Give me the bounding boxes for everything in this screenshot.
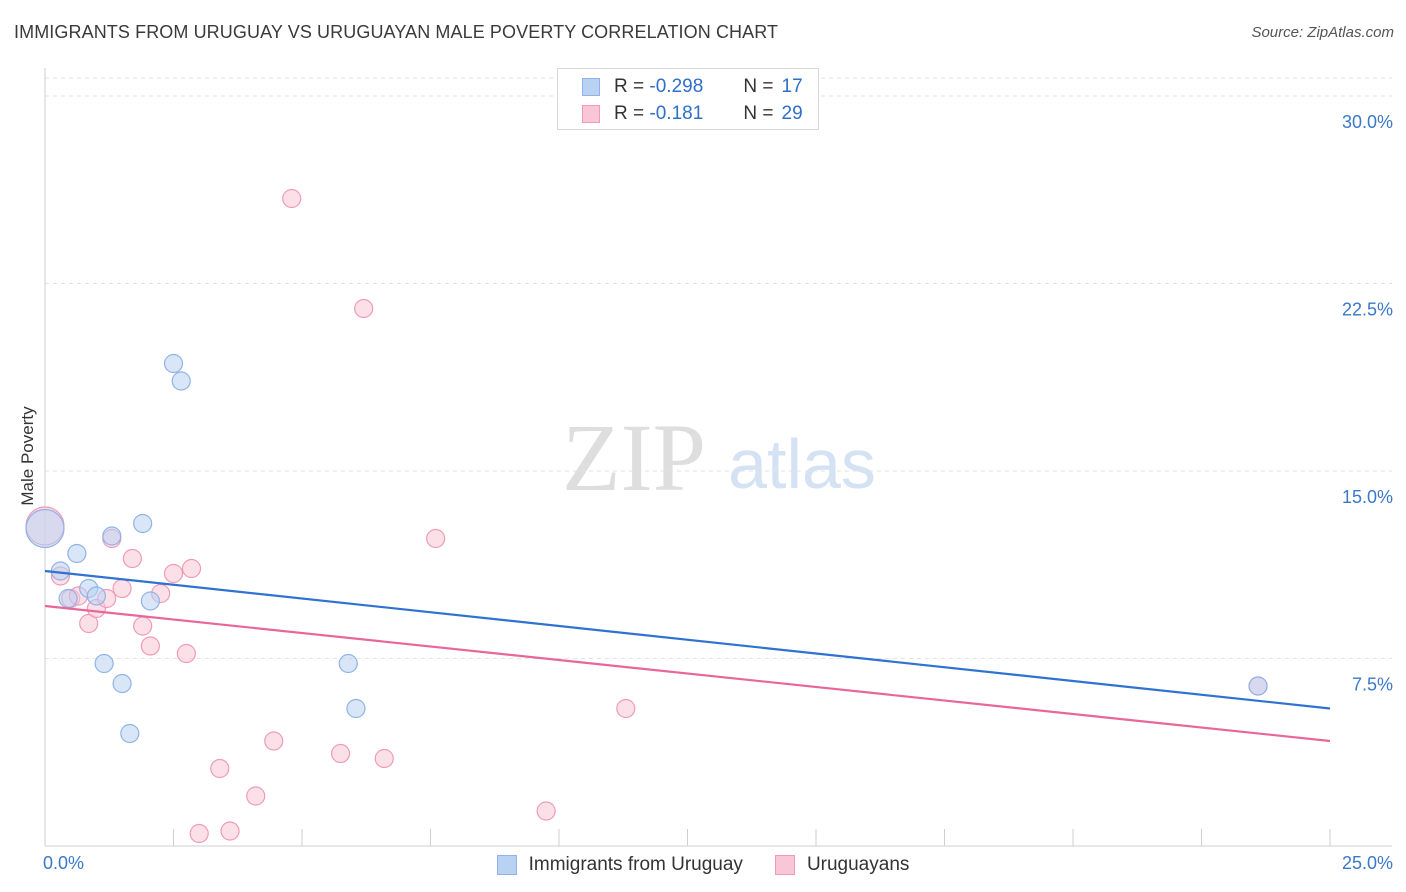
- point-uruguayans: [282, 188, 302, 209]
- trend-line-uruguayans: [44, 604, 1331, 743]
- legend-r-label: R =: [614, 103, 645, 124]
- data-points: [25, 188, 1268, 844]
- series-swatch-pink: [774, 855, 795, 875]
- trend-line-uruguay: [44, 569, 1331, 710]
- point-uruguayans: [220, 821, 240, 841]
- point-uruguay: [171, 371, 191, 391]
- legend-r-value: -0.181: [649, 103, 704, 124]
- point-uruguayans: [616, 698, 636, 719]
- point-uruguay: [163, 353, 184, 374]
- point-uruguayans: [210, 758, 230, 779]
- series-label: Immigrants from Uruguay: [528, 854, 743, 875]
- x-tick-label: 0.0%: [43, 853, 84, 873]
- point-uruguayans: [426, 528, 446, 549]
- point-uruguay: [112, 673, 132, 694]
- legend-n-label: N =: [743, 76, 774, 97]
- tick-labels: 7.5% 15.0% 22.5% 30.0% 0.0% 25.0%: [43, 112, 1393, 873]
- point-uruguayans: [176, 643, 196, 664]
- legend-row-uruguayans: R = -0.181 N = 29: [582, 101, 803, 127]
- watermark: ZIP atlas: [562, 404, 876, 511]
- point-uruguay: [120, 723, 140, 744]
- point-uruguayans: [133, 616, 153, 636]
- series-label: Uruguayans: [806, 854, 910, 875]
- point-uruguayans: [374, 748, 394, 769]
- watermark-zip: ZIP: [562, 404, 706, 511]
- point-uruguayans: [536, 801, 556, 821]
- legend-r-value: -0.298: [649, 76, 704, 97]
- point-uruguay: [1248, 676, 1268, 696]
- y-tick-label: 22.5%: [1342, 300, 1393, 320]
- legend-n-value: 17: [781, 76, 803, 97]
- point-uruguayans: [189, 823, 209, 844]
- point-uruguayans: [163, 563, 184, 584]
- point-uruguayans: [181, 558, 202, 579]
- legend-swatch-blue: [582, 78, 600, 96]
- y-tick-label: 15.0%: [1342, 487, 1393, 507]
- point-uruguayans: [330, 743, 351, 764]
- series-swatch-blue: [496, 855, 517, 875]
- y-tick-label: 30.0%: [1342, 112, 1393, 132]
- trend-lines: [44, 569, 1331, 743]
- legend-swatch-pink: [582, 105, 600, 123]
- watermark-atlas: atlas: [728, 425, 876, 503]
- point-uruguay: [67, 543, 87, 564]
- point-uruguay: [25, 508, 65, 549]
- point-uruguay: [346, 698, 366, 719]
- legend-row-uruguay: R = -0.298 N = 17: [582, 74, 803, 100]
- gridlines: [45, 77, 1392, 659]
- point-uruguay: [338, 653, 358, 674]
- point-uruguay: [140, 591, 160, 611]
- series-legend-item-uruguayans[interactable]: Uruguayans: [774, 854, 910, 876]
- point-uruguayans: [264, 731, 284, 751]
- point-uruguayans: [112, 578, 132, 599]
- series-legend-item-uruguay[interactable]: Immigrants from Uruguay: [496, 854, 743, 876]
- series-legend: Immigrants from Uruguay Uruguayans: [0, 852, 1406, 878]
- point-uruguayans: [246, 786, 266, 806]
- x-tick-label: 25.0%: [1342, 853, 1393, 873]
- legend-n-label: N =: [743, 103, 774, 124]
- legend-n-value: 29: [781, 103, 803, 124]
- legend-r-label: R =: [614, 76, 645, 97]
- point-uruguay: [86, 586, 107, 606]
- y-tick-label: 7.5%: [1352, 675, 1393, 695]
- point-uruguay: [133, 513, 153, 534]
- axes: [44, 68, 1392, 847]
- source-label: Source: ZipAtlas.com: [1251, 24, 1394, 41]
- point-uruguay: [58, 588, 78, 609]
- point-uruguayans: [140, 636, 160, 656]
- point-uruguayans: [354, 298, 374, 319]
- point-uruguayans: [122, 548, 142, 569]
- correlation-legend: R = -0.298 N = 17 R = -0.181 N = 29: [557, 68, 819, 130]
- point-uruguayans: [79, 613, 99, 634]
- chart-title: IMMIGRANTS FROM URUGUAY VS URUGUAYAN MAL…: [14, 22, 779, 42]
- point-uruguay: [94, 653, 114, 674]
- point-uruguay: [102, 526, 122, 546]
